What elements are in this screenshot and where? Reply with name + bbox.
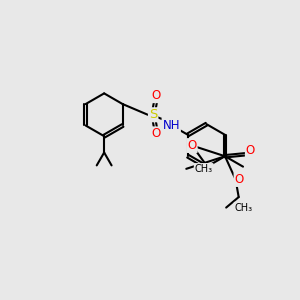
Text: S: S [149, 108, 158, 121]
Text: O: O [235, 173, 244, 186]
Text: O: O [188, 139, 197, 152]
Text: O: O [152, 128, 161, 140]
Text: CH₃: CH₃ [195, 164, 213, 174]
Text: NH: NH [163, 119, 180, 132]
Text: O: O [246, 144, 255, 157]
Text: O: O [152, 89, 161, 102]
Text: CH₃: CH₃ [235, 202, 253, 213]
